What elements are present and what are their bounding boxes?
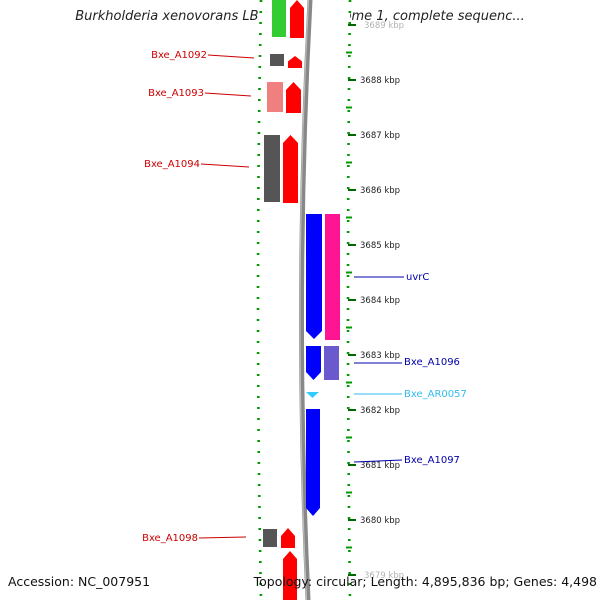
leader-line-bxe_a1092 [207, 54, 255, 59]
scale-tick-label: 3683 kbp [360, 351, 400, 361]
scale-tick-label: 3682 kbp [360, 406, 400, 416]
gene-label-bxe_a1098[interactable]: Bxe_A1098 [142, 533, 198, 544]
scale-tick-label: 3681 kbp [360, 461, 400, 471]
gene-arrow-top-red[interactable] [290, 0, 304, 38]
scale-tick-label: 3684 kbp [360, 296, 400, 306]
gene-arrow-a1098[interactable] [281, 528, 295, 548]
gene-block-a1098[interactable] [263, 529, 277, 547]
gene-arrow-a1092[interactable] [288, 56, 302, 68]
scale-tick-label: 3689 kbp [364, 21, 404, 31]
scale-tick-label: 3680 kbp [360, 516, 400, 526]
gene-label-bxe_a1094[interactable]: Bxe_A1094 [144, 159, 200, 170]
scale-tick-label: 3685 kbp [360, 241, 400, 251]
topology-summary: Topology: circular; Length: 4,895,836 bp… [253, 574, 597, 589]
gene-arrow-a1093[interactable] [286, 82, 301, 113]
scale-tick-label: 3688 kbp [360, 76, 400, 86]
gene-arrow-a1096[interactable] [306, 346, 321, 380]
gene-block-a1092[interactable] [270, 54, 284, 66]
gene-arrow-a1094[interactable] [283, 135, 298, 203]
gene-label-bxe_a1093[interactable]: Bxe_A1093 [148, 88, 204, 99]
scale-tick-label: 3687 kbp [360, 131, 400, 141]
gene-label-bxe_a1097[interactable]: Bxe_A1097 [404, 455, 460, 466]
leader-line-bxe_a1098 [198, 536, 247, 539]
gene-arrow-bottom-red[interactable] [283, 551, 297, 600]
scale-tick-label: 3679 kbp [364, 571, 404, 581]
gene-label-uvrc[interactable]: uvrC [406, 272, 429, 283]
backbone-arc [298, 0, 313, 600]
accession-text: Accession: NC_007951 [8, 574, 151, 589]
gene-block-a1094[interactable] [264, 135, 280, 202]
scale-tick-label: 3686 kbp [360, 186, 400, 196]
gene-arrow-a1097[interactable] [306, 409, 320, 516]
gene-block-a1096[interactable] [324, 346, 339, 380]
gene-arrow-uvrc[interactable] [306, 214, 322, 339]
rna-marker-ar0057[interactable] [306, 392, 319, 398]
gene-block-top-green[interactable] [272, 0, 286, 37]
leader-line-bxe_a1094 [200, 163, 250, 168]
gene-label-bxe_a1092[interactable]: Bxe_A1092 [151, 50, 207, 61]
gene-label-bxe_a1096[interactable]: Bxe_A1096 [404, 357, 460, 368]
gene-label-bxe_ar0057[interactable]: Bxe_AR0057 [404, 389, 467, 400]
gene-block-a1093[interactable] [267, 82, 283, 112]
leader-line-bxe_a1093 [204, 92, 252, 97]
leader-line-bxe_a1097 [353, 459, 403, 463]
backbone-highlight [299, 0, 310, 600]
gene-block-uvrc[interactable] [325, 214, 340, 340]
